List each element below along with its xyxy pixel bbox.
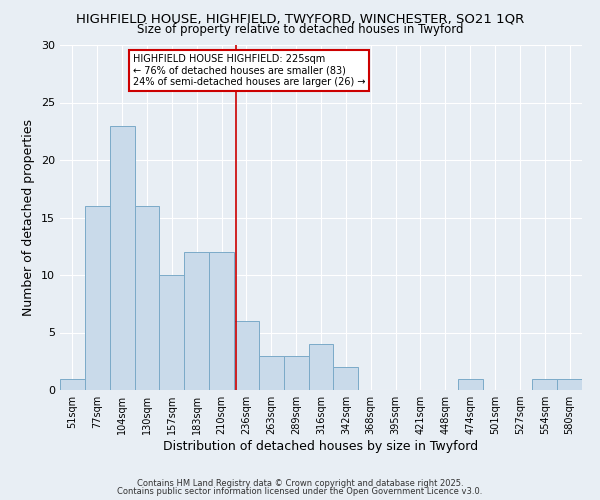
Bar [160, 275, 184, 390]
Bar [60, 378, 85, 390]
Bar [334, 367, 358, 390]
Bar [308, 344, 334, 390]
Bar [209, 252, 234, 390]
Bar [458, 378, 482, 390]
Bar [184, 252, 209, 390]
Bar [259, 356, 284, 390]
Bar [557, 378, 582, 390]
Text: Contains HM Land Registry data © Crown copyright and database right 2025.: Contains HM Land Registry data © Crown c… [137, 478, 463, 488]
X-axis label: Distribution of detached houses by size in Twyford: Distribution of detached houses by size … [163, 440, 479, 453]
Text: Size of property relative to detached houses in Twyford: Size of property relative to detached ho… [137, 22, 463, 36]
Y-axis label: Number of detached properties: Number of detached properties [22, 119, 35, 316]
Bar [110, 126, 134, 390]
Text: HIGHFIELD HOUSE, HIGHFIELD, TWYFORD, WINCHESTER, SO21 1QR: HIGHFIELD HOUSE, HIGHFIELD, TWYFORD, WIN… [76, 12, 524, 26]
Text: Contains public sector information licensed under the Open Government Licence v3: Contains public sector information licen… [118, 487, 482, 496]
Bar [284, 356, 308, 390]
Bar [85, 206, 110, 390]
Bar [134, 206, 160, 390]
Bar [234, 321, 259, 390]
Bar [532, 378, 557, 390]
Text: HIGHFIELD HOUSE HIGHFIELD: 225sqm
← 76% of detached houses are smaller (83)
24% : HIGHFIELD HOUSE HIGHFIELD: 225sqm ← 76% … [133, 54, 365, 87]
